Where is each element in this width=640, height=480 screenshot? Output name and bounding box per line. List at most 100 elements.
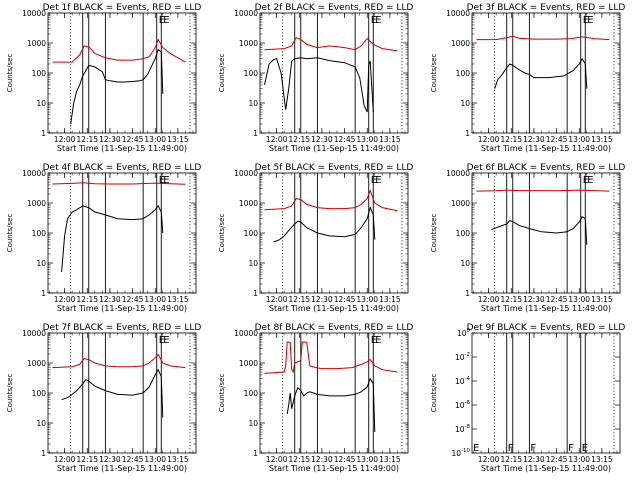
panel-det-8: Det 8f BLACK = Events, RED = LLD 1 10 100 10… [218,323,413,473]
panel-det-6: Det 6f BLACK = Events, RED = LLD 1 10 100 10… [430,163,625,313]
flag-letter: F [568,443,574,454]
y-axis-label: Counts/sec [430,214,438,253]
x-axis-label: Start Time (11-Sep-15 11:49:00) [269,304,399,313]
y-axis-label: Counts/sec [218,54,226,93]
y-axis-label: Counts/sec [430,374,438,413]
x-tick-label: 12:45 [334,455,356,464]
y-tick-label: 1 [41,289,46,298]
x-tick-label: 12:45 [334,295,356,304]
y-tick-label: 100 [32,229,47,238]
plot-frame [47,12,197,134]
plot-frame [259,172,409,294]
x-tick-label: 12:15 [76,135,98,144]
x-axis-label: Start Time (11-Sep-15 11:49:00) [269,144,399,153]
series-events [273,206,376,243]
y-axis-label: Counts/sec [218,374,226,413]
y-tick-label: 100 [456,229,471,238]
x-tick-label: 12:15 [288,455,310,464]
x-tick-label: 12:15 [500,455,522,464]
x-tick-label: 12:00 [266,455,288,464]
x-tick-label: 12:45 [546,135,568,144]
y-tick-label: 10 [248,259,258,268]
x-tick-label: 12:15 [76,455,98,464]
x-tick-label: 12:00 [54,455,76,464]
y-tick-label: 10 [248,419,258,428]
y-tick-label: 10000 [22,329,46,338]
x-tick-label: 13:00 [568,295,590,304]
flag-letter: E [159,335,165,346]
y-tick-label: 1 [253,449,258,458]
flag-letter: E [371,175,377,186]
flag-letter: E [163,175,169,186]
y-tick-label: 10-6 [455,400,471,410]
y-axis-label: Counts/sec [6,54,14,93]
x-tick-label: 13:15 [167,455,189,464]
panel-title: Det 6f BLACK = Events, RED = LLD [467,163,626,173]
x-tick-label: 12:15 [288,295,310,304]
x-tick-label: 12:00 [54,295,76,304]
y-tick-label: 10 [460,99,470,108]
flag-letter: E [159,15,165,26]
y-axis-label: Counts/sec [218,214,226,253]
flag-letter: F [508,443,514,454]
x-tick-label: 13:00 [568,135,590,144]
y-tick-label: 10000 [22,9,46,18]
series-lld [476,35,610,41]
x-axis-label: Start Time (11-Sep-15 11:49:00) [57,304,187,313]
x-tick-label: 12:30 [523,455,545,464]
y-tick-label: 1000 [239,199,258,208]
series-events [286,377,376,433]
x-tick-label: 13:15 [167,135,189,144]
x-tick-label: 12:45 [546,455,568,464]
y-axis-label: Counts/sec [6,374,14,413]
flag-letter: E [163,15,169,26]
flag-letter: E [371,335,377,346]
y-axis-label: Counts/sec [430,54,438,93]
y-tick-label: 100 [457,328,471,338]
panel-title: Det 7f BLACK = Events, RED = LLD [43,323,202,333]
flag-letter: E [582,443,588,454]
series-lld [52,182,186,185]
x-tick-label: 13:15 [379,295,401,304]
flag-letter: E [473,443,479,454]
y-tick-label: 10000 [22,169,46,178]
flag-letter: E [375,335,381,346]
panel-det-1: Det 1f BLACK = Events, RED = LLD 1 10 100 10… [6,3,201,153]
plot-frame [259,12,409,134]
series-events [491,215,588,245]
x-tick-label: 13:00 [356,455,378,464]
x-axis-label: Start Time (11-Sep-15 11:49:00) [57,144,187,153]
panel-title: Det 1f BLACK = Events, RED = LLD [43,3,202,13]
x-tick-label: 12:15 [500,295,522,304]
y-tick-label: 10 [248,99,258,108]
flag-letter: E [583,15,589,26]
flag-letter: E [375,175,381,186]
y-tick-label: 1000 [451,39,470,48]
x-tick-label: 12:45 [334,135,356,144]
x-tick-label: 12:30 [311,135,333,144]
x-tick-label: 12:30 [99,295,121,304]
panel-det-3: Det 3f BLACK = Events, RED = LLD 1 10 100 10… [430,3,625,153]
y-tick-label: 1 [465,289,470,298]
series-lld [264,341,398,374]
y-tick-label: 10-2 [455,352,470,362]
x-tick-label: 13:00 [568,455,590,464]
y-tick-label: 10000 [446,169,470,178]
y-tick-label: 100 [32,69,47,78]
x-tick-label: 12:30 [311,295,333,304]
y-tick-label: 10000 [234,9,258,18]
x-tick-label: 12:00 [478,295,500,304]
y-tick-label: 10 [36,419,46,428]
y-tick-label: 1000 [27,199,46,208]
panel-title: Det 5f BLACK = Events, RED = LLD [255,163,414,173]
y-tick-label: 100 [32,389,47,398]
y-tick-label: 10 [460,259,470,268]
y-tick-label: 1 [41,129,46,138]
x-tick-label: 13:15 [591,135,613,144]
x-axis-label: Start Time (11-Sep-15 11:49:00) [269,464,399,473]
panel-det-4: Det 4f BLACK = Events, RED = LLD 1 10 100 10… [6,163,201,313]
series-lld [264,37,398,52]
y-tick-label: 10000 [234,169,258,178]
